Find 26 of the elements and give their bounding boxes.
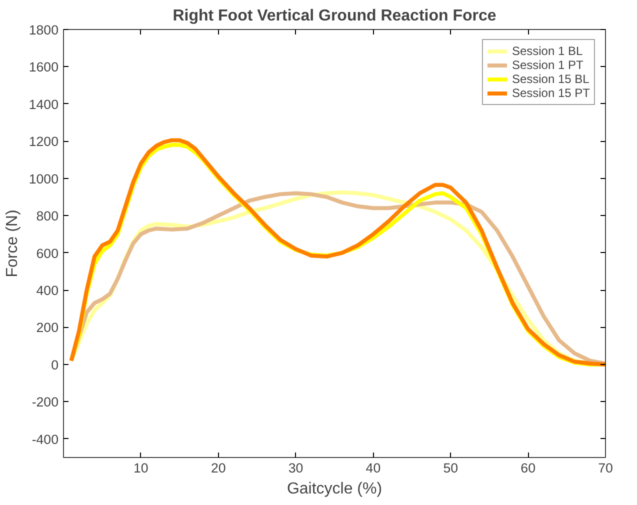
legend-label: Session 1 PT [512,58,584,72]
x-axis-title: Gaitcycle (%) [286,480,382,498]
y-tick-label: 1200 [28,134,59,150]
x-tick-label: 60 [520,460,536,476]
x-tick-label: 10 [134,460,148,476]
y-tick-label: 400 [36,283,59,298]
y-tick-label: 1000 [28,171,59,186]
y-tick-label: 0 [51,357,59,372]
y-tick-label: 1400 [28,96,59,112]
y-tick-label: -200 [32,394,59,410]
chart-title: Right Foot Vertical Ground Reaction Force [172,8,496,24]
legend-label: Session 15 PT [512,86,590,100]
y-tick-label: 600 [36,246,59,261]
y-tick-label: 200 [36,320,59,336]
x-tick-label: 50 [443,460,458,476]
x-tick-label: 40 [366,460,381,476]
x-tick-label: 30 [288,460,304,476]
legend-label: Session 15 BL [512,72,590,86]
y-tick-label: 1800 [28,22,59,38]
y-axis-title: Force (N) [4,210,21,278]
x-tick-label: 20 [210,460,226,476]
legend-label: Session 1 BL [512,44,583,58]
y-tick-label: 1600 [28,60,59,75]
y-tick-label: -400 [32,432,59,447]
y-tick-label: 800 [36,208,59,224]
x-tick-label: 70 [598,460,613,476]
